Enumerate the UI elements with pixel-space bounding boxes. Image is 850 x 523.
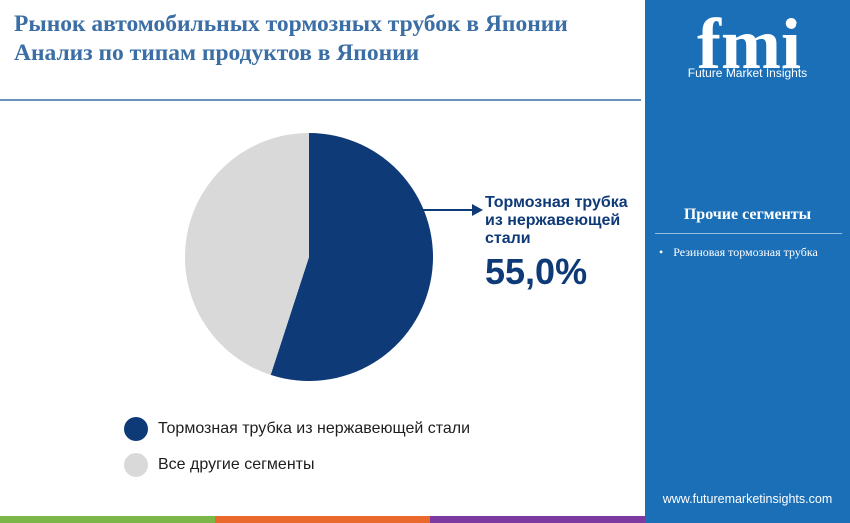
- legend: Тормозная трубка из нержавеющей стали Вс…: [124, 416, 470, 488]
- legend-item-stainless: Тормозная трубка из нержавеющей стали: [124, 416, 470, 442]
- callout-arrow: [420, 204, 483, 216]
- legend-label-other: Все другие сегменты: [158, 456, 315, 473]
- bottom-bar-orange: [215, 516, 430, 523]
- title-line-2: Анализ по типам продуктов в Японии: [14, 40, 420, 66]
- bottom-bar-purple: [430, 516, 645, 523]
- legend-item-other: Все другие сегменты: [124, 452, 470, 478]
- legend-swatch-stainless: [124, 417, 148, 441]
- sidebar: fmi Future Market Insights Прочие сегмен…: [645, 0, 850, 523]
- callout-value: 55,0%: [485, 251, 588, 292]
- other-segments-divider: [655, 233, 842, 234]
- website-link[interactable]: www.futuremarketinsights.com: [662, 492, 833, 506]
- legend-swatch-other: [124, 453, 148, 477]
- logo-text: Future Market Insights: [687, 66, 808, 80]
- callout-label: Тормозная трубка из нержавеющей стали: [485, 194, 628, 247]
- title-divider: [0, 99, 641, 101]
- other-segment-item: Резиновая тормозная трубка: [659, 245, 818, 260]
- bottom-bar-green: [0, 516, 215, 523]
- pie-chart: [184, 133, 483, 381]
- logo-mark: fmi: [697, 10, 801, 76]
- legend-label-stainless: Тормозная трубка из нержавеющей стали: [158, 420, 471, 437]
- callout: Тормозная трубка из нержавеющей стали 55…: [485, 194, 635, 292]
- bottom-color-bar: [0, 516, 645, 523]
- title-line-1: Рынок автомобильных тормозных трубок в Я…: [14, 11, 568, 37]
- pie-slice-other: [184, 133, 309, 375]
- fmi-logo: fmi: [697, 10, 808, 76]
- other-segments-title: Прочие сегменты: [683, 206, 812, 223]
- chart-title: Рынок автомобильных тормозных трубок в Я…: [14, 10, 639, 68]
- pie-slice-stainless: [270, 133, 433, 381]
